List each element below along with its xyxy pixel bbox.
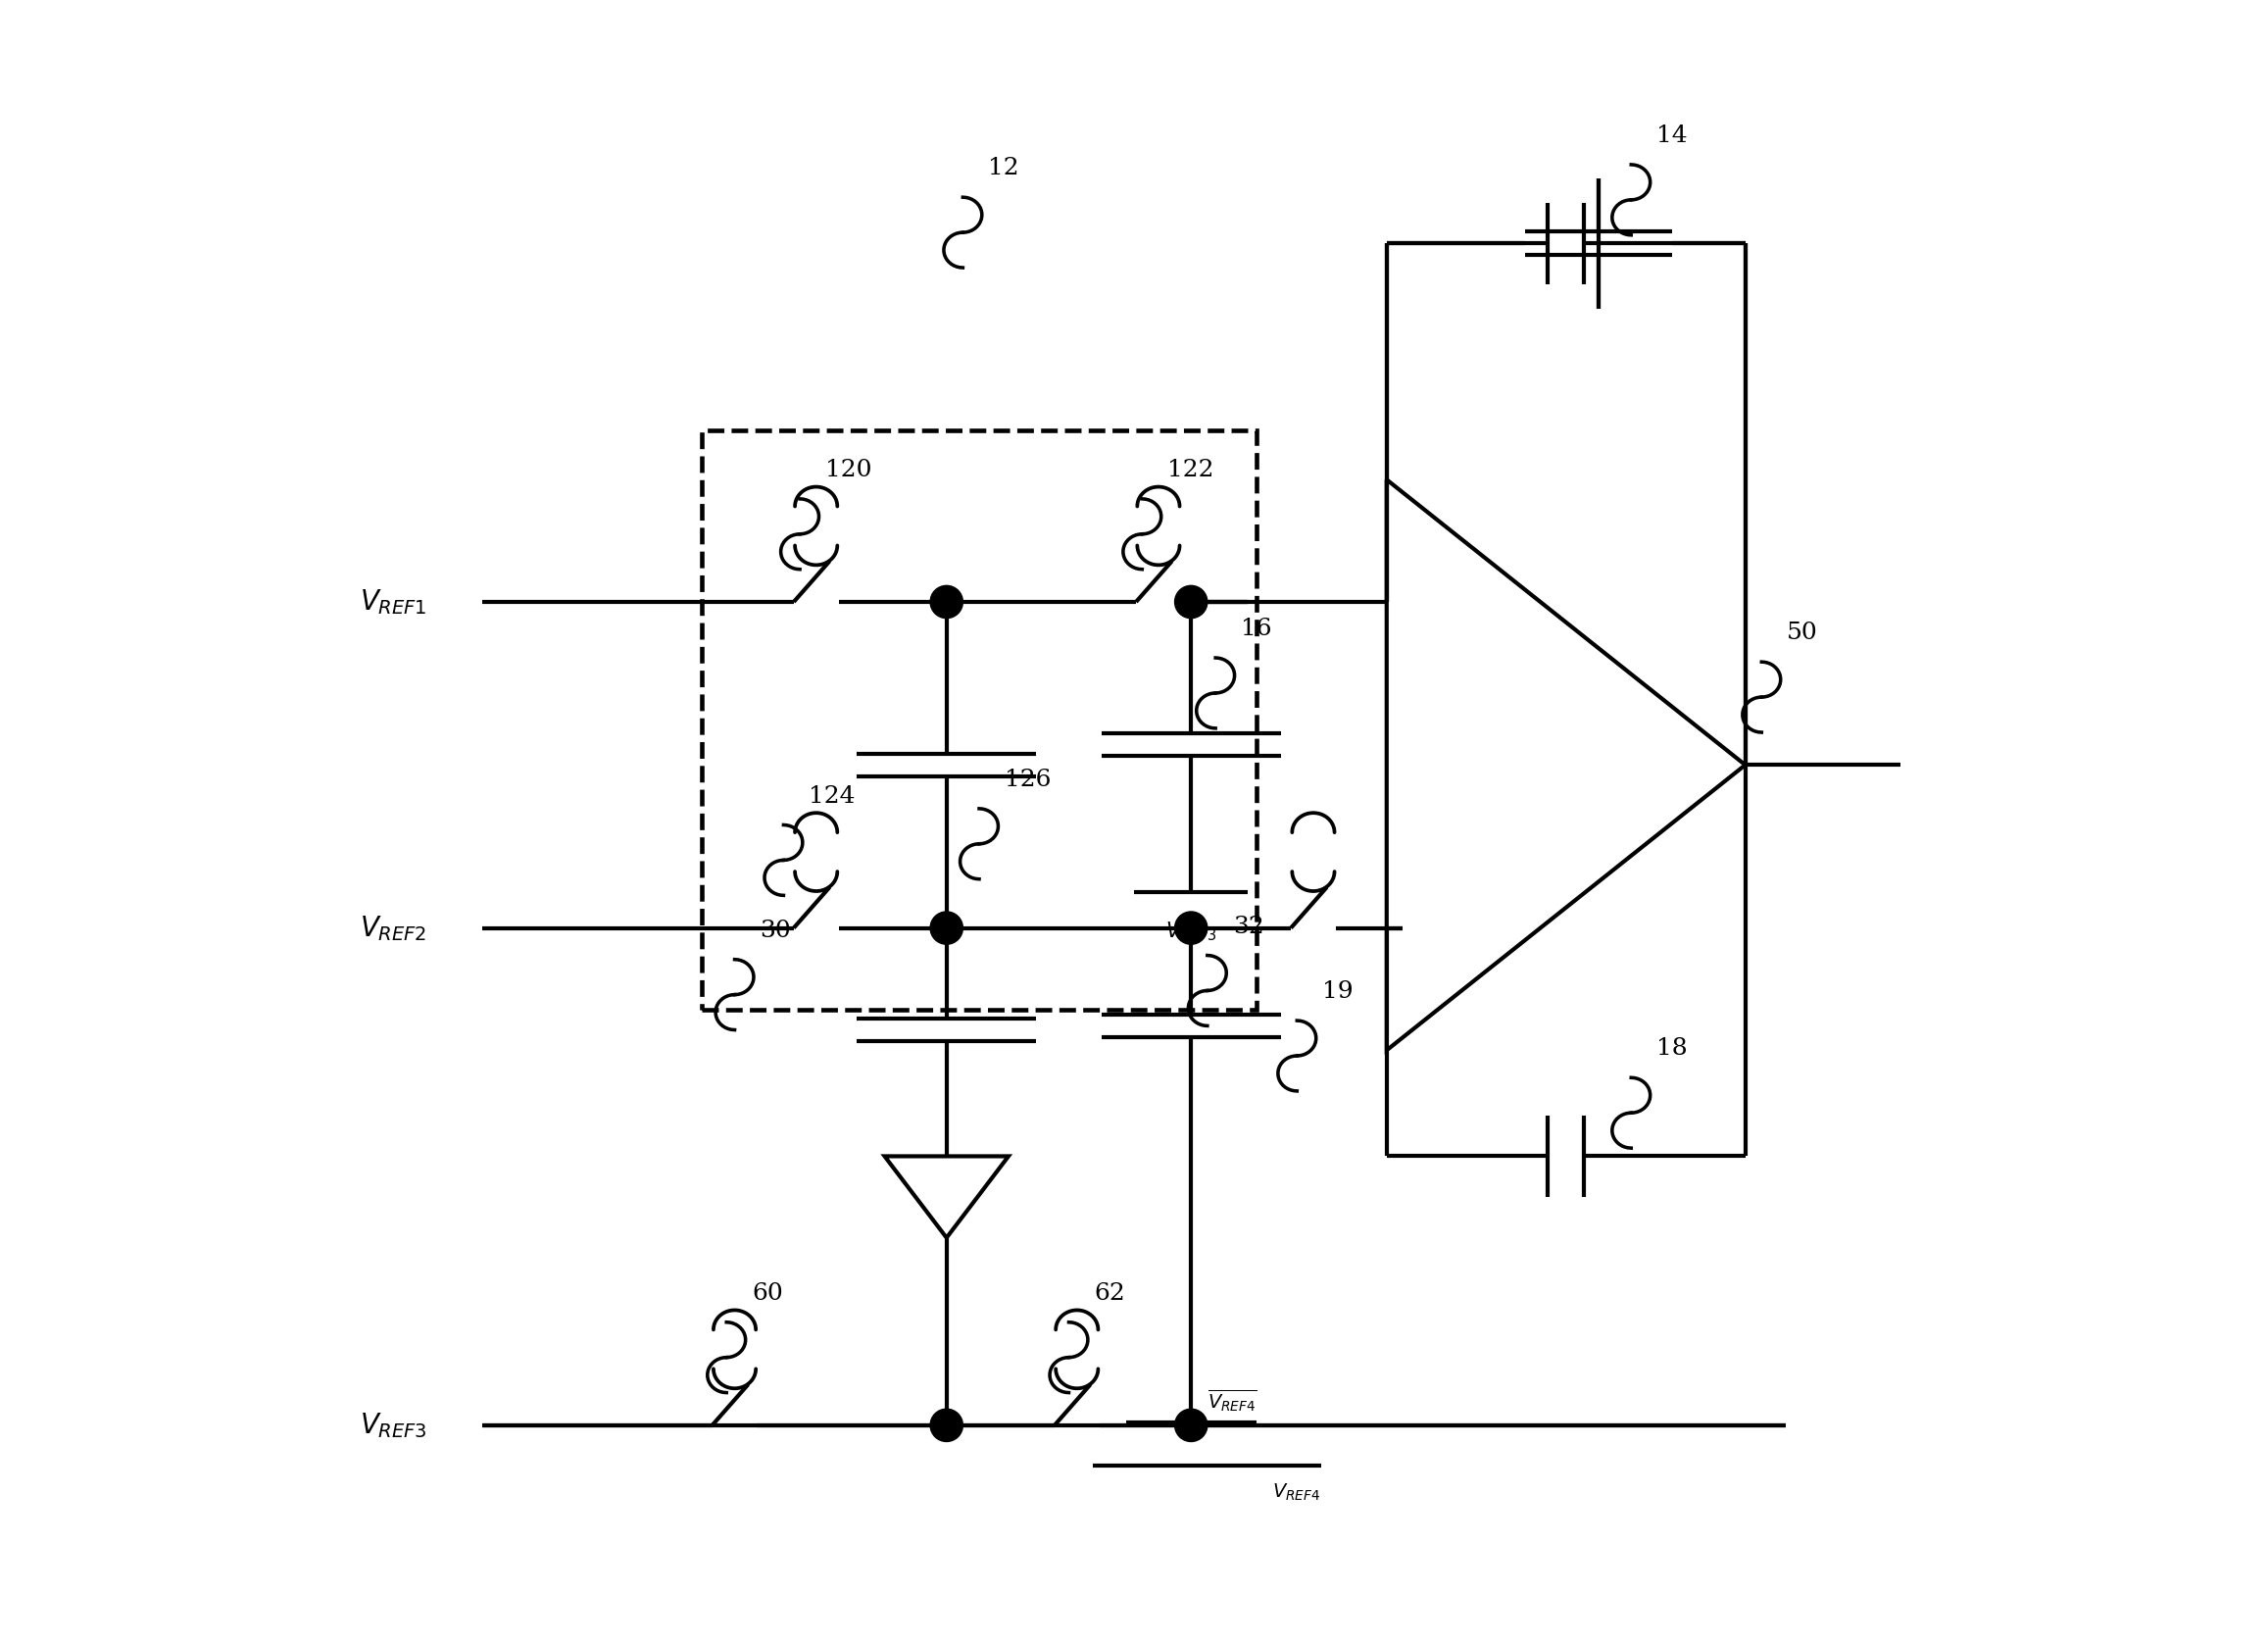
Text: 60: 60	[753, 1282, 782, 1305]
Text: 50: 50	[1787, 621, 1819, 644]
Text: 18: 18	[1656, 1037, 1687, 1060]
Text: 19: 19	[1322, 980, 1354, 1003]
Text: 32: 32	[1234, 916, 1263, 937]
Text: 14: 14	[1656, 125, 1687, 146]
Text: 120: 120	[826, 459, 871, 482]
Text: $\overline{V_{REF4}}$: $\overline{V_{REF4}}$	[1207, 1388, 1256, 1414]
Text: $V_{REF1}$: $V_{REF1}$	[361, 587, 426, 616]
Circle shape	[1175, 585, 1207, 618]
Circle shape	[930, 912, 964, 944]
Text: 12: 12	[989, 158, 1018, 179]
Circle shape	[930, 1409, 964, 1442]
Text: $V_{REF3}$: $V_{REF3}$	[361, 1411, 426, 1440]
Text: 16: 16	[1241, 618, 1272, 640]
Text: 126: 126	[1005, 768, 1050, 791]
Text: 62: 62	[1093, 1282, 1125, 1305]
Circle shape	[1175, 1409, 1207, 1442]
Text: $V_{REF4}$: $V_{REF4}$	[1272, 1483, 1320, 1503]
Text: $V_{REF3}$: $V_{REF3}$	[1166, 921, 1216, 944]
Bar	[703, 431, 1256, 1009]
Text: 122: 122	[1168, 459, 1213, 482]
Circle shape	[930, 585, 964, 618]
Text: $V_{REF2}$: $V_{REF2}$	[361, 914, 426, 942]
Text: 124: 124	[810, 784, 855, 807]
Text: 30: 30	[760, 919, 792, 942]
Circle shape	[1175, 912, 1207, 944]
